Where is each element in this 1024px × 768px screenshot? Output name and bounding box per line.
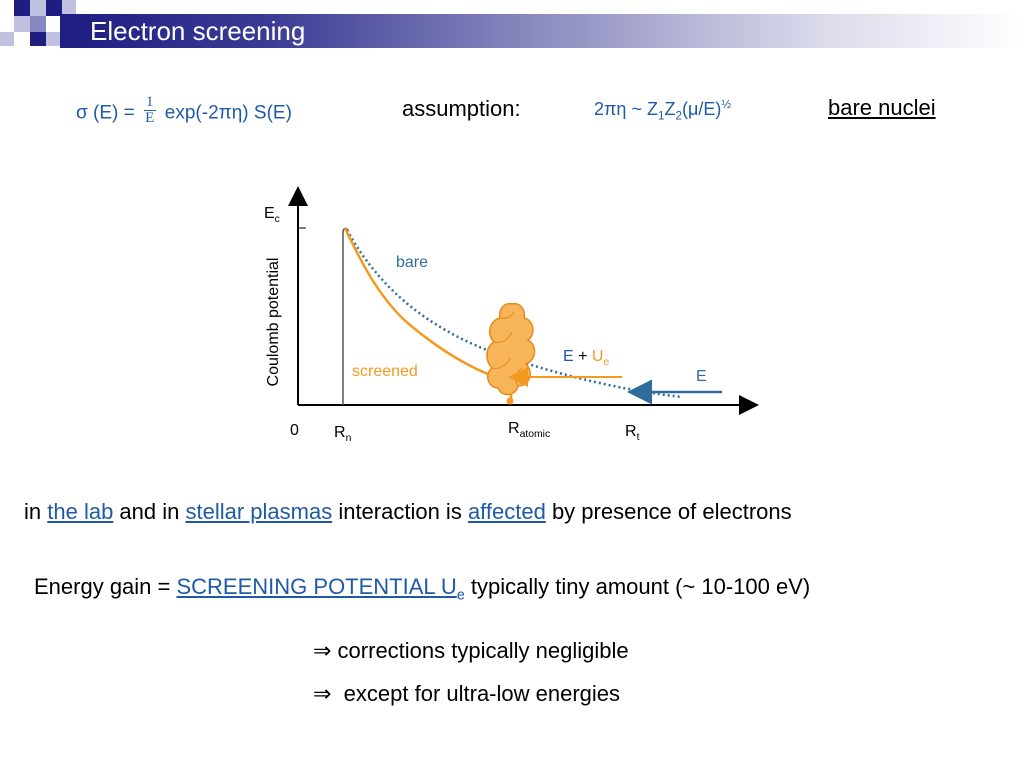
line2-pre: Energy gain = xyxy=(34,574,177,599)
decor-square xyxy=(62,0,76,14)
decor-square xyxy=(46,0,62,16)
rt-sub: t xyxy=(636,432,640,444)
corrections-line: ⇒ corrections typically negligible xyxy=(313,638,629,664)
line1-post: by presence of electrons xyxy=(545,499,792,524)
coulomb-potential-axis-label: Coulomb potential xyxy=(265,257,282,387)
z1-subscript: 1 xyxy=(657,109,665,123)
energy-gain-line: Energy gain = SCREENING POTENTIAL Ue typ… xyxy=(34,574,810,603)
sigma-symbol: σ xyxy=(76,102,88,124)
formula-lhs: (E) = xyxy=(87,102,140,124)
screening-potential-text: SCREENING POTENTIAL U xyxy=(176,574,457,599)
ec-sub: c xyxy=(274,214,280,226)
line1-pre: in xyxy=(24,499,48,524)
stellar-plasmas-link[interactable]: stellar plasmas xyxy=(185,499,333,524)
electron-cloud xyxy=(486,302,536,405)
screened-label: screened xyxy=(352,363,418,380)
ratomic-sub: atomic xyxy=(519,429,551,441)
decor-square xyxy=(14,0,30,16)
line1-mid1: and in xyxy=(113,499,186,524)
the-lab-link[interactable]: the lab xyxy=(47,499,114,524)
line2-post: typically tiny amount (~ 10-100 eV) xyxy=(464,574,811,599)
fraction: 1 E xyxy=(144,95,156,126)
rt-label: Rt xyxy=(625,423,639,443)
fraction-denominator: E xyxy=(145,110,155,126)
rn-label: Rn xyxy=(334,424,351,444)
slide-title: Electron screening xyxy=(90,16,306,46)
screening-potential-link[interactable]: SCREENING POTENTIAL Ue xyxy=(176,574,464,603)
expr-mid: (μ/E) xyxy=(681,99,722,119)
decor-square xyxy=(30,0,46,16)
nuclear-well-line xyxy=(342,227,349,405)
assumption-label: assumption: xyxy=(402,96,521,121)
line4-text: except for ultra-low energies xyxy=(331,681,621,706)
ratomic-main: R xyxy=(508,420,520,437)
origin-zero-label: 0 xyxy=(290,422,299,439)
eue-e: E xyxy=(563,348,574,365)
implies-arrow-icon: ⇒ xyxy=(313,638,332,663)
lab-plasma-line: in the lab and in stellar plasmas intera… xyxy=(24,499,792,525)
rn-sub: n xyxy=(345,433,352,445)
eue-sub: e xyxy=(603,357,610,369)
z2-symbol: Z xyxy=(664,99,676,119)
eue-plus: + xyxy=(573,348,592,365)
decor-square xyxy=(14,16,30,32)
fraction-numerator: 1 xyxy=(144,94,156,111)
bare-nuclei-heading: bare nuclei xyxy=(828,95,936,120)
line1-mid2: interaction is xyxy=(332,499,468,524)
rt-main: R xyxy=(625,423,637,440)
eue-u: U xyxy=(591,348,604,365)
ec-main: E xyxy=(264,205,275,222)
e-plus-ue-label: E + Ue xyxy=(563,348,609,368)
formula-rhs: exp(-2πη) S(E) xyxy=(159,102,292,124)
ultra-low-line: ⇒ except for ultra-low energies xyxy=(313,681,620,707)
ec-label: Ec xyxy=(264,205,280,225)
cross-section-formula: σ (E) = 1 E exp(-2πη) S(E) xyxy=(76,95,292,129)
bare-label: bare xyxy=(396,254,429,271)
decor-square xyxy=(30,16,46,32)
decor-square xyxy=(30,32,46,46)
title-band xyxy=(60,14,1024,48)
decor-square xyxy=(46,32,60,46)
z2-subscript: 2 xyxy=(675,109,682,123)
assumption-expression: 2πη ~ Z1Z2(μ/E)½ xyxy=(594,98,731,123)
title-bar: Electron screening xyxy=(0,0,1024,48)
screening-potential-sub: e xyxy=(456,587,465,604)
half-exponent: ½ xyxy=(721,98,732,111)
rn-main: R xyxy=(334,424,346,441)
ratomic-label: Ratomic xyxy=(508,420,550,440)
decor-square xyxy=(0,32,14,46)
line3-text: corrections typically negligible xyxy=(331,638,629,663)
implies-arrow-icon: ⇒ xyxy=(313,681,332,706)
affected-link[interactable]: affected xyxy=(467,499,546,524)
expr-prefix: 2πη ~ Z xyxy=(594,99,658,119)
e-label: E xyxy=(696,368,707,385)
